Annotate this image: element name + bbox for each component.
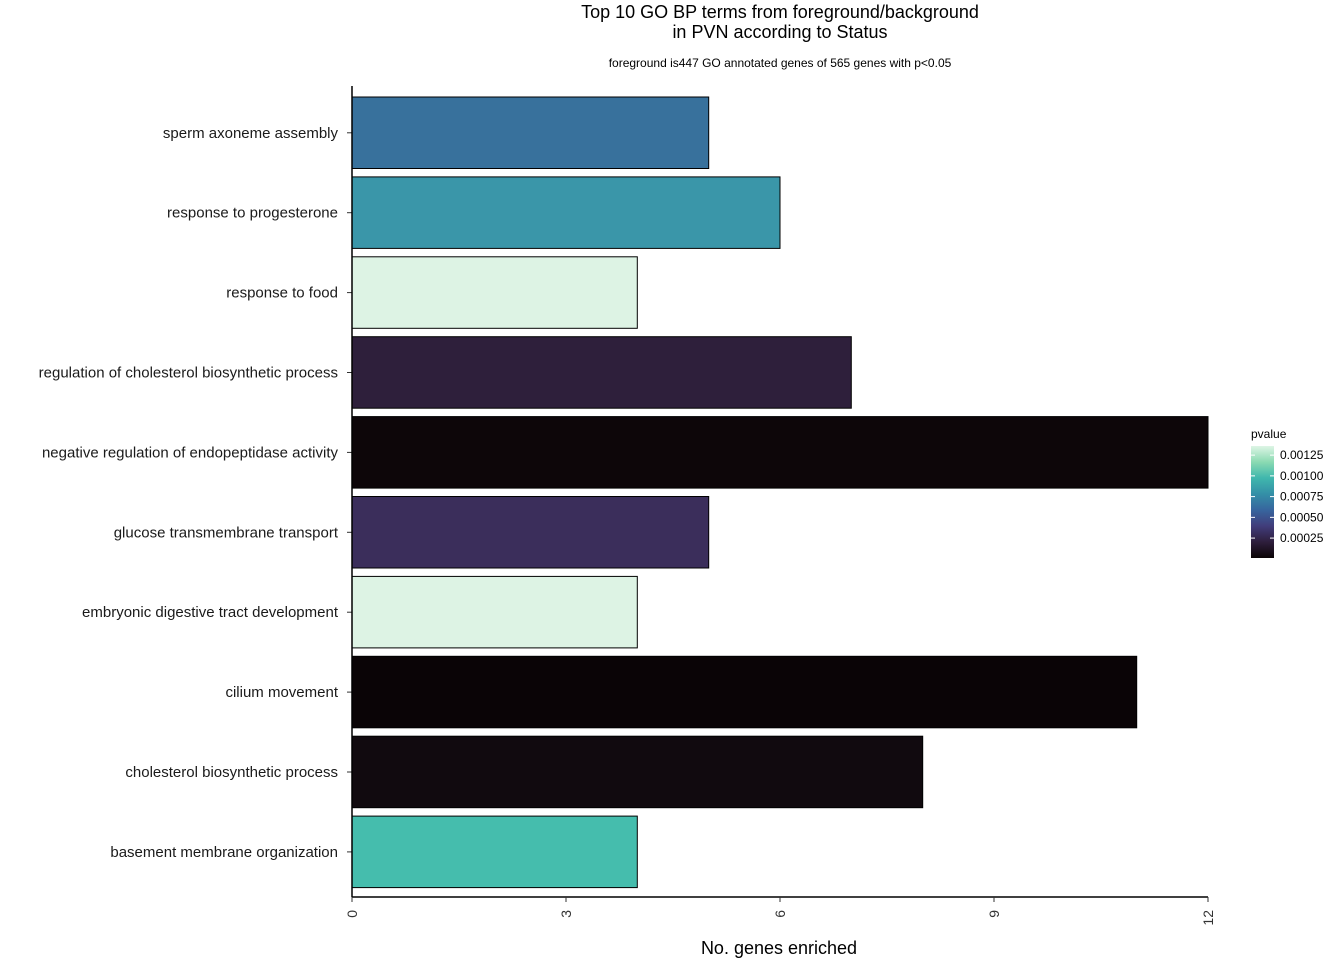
bar-8	[351, 655, 1138, 729]
x-tick-label: 6	[772, 910, 788, 918]
x-tick-label: 9	[986, 910, 1002, 918]
category-label: negative regulation of endopeptidase act…	[42, 444, 339, 461]
legend-label: 0.00025	[1280, 531, 1324, 545]
x-tick-label: 0	[344, 910, 360, 918]
x-tick-label: 3	[558, 910, 574, 918]
category-label: response to food	[226, 285, 338, 302]
legend-label: 0.00125	[1280, 448, 1324, 462]
bar-4	[351, 336, 852, 409]
category-label: embryonic digestive tract development	[82, 604, 339, 621]
legend-label: 0.00075	[1280, 490, 1324, 504]
chart-subtitle: foreground is447 GO annotated genes of 5…	[608, 56, 952, 70]
category-labels: sperm axoneme assembly response to proges…	[39, 125, 339, 861]
bars-group	[351, 96, 1209, 889]
bar-3	[351, 256, 638, 329]
category-label: response to progesterone	[167, 205, 338, 222]
category-label: cilium movement	[225, 684, 338, 701]
category-label: basement membrane organization	[110, 844, 338, 861]
bar-7	[351, 575, 638, 649]
bar-6	[351, 496, 710, 569]
legend-label: 0.00100	[1280, 469, 1324, 483]
chart-title-line-1: Top 10 GO BP terms from foreground/backg…	[581, 2, 979, 22]
category-label: regulation of cholesterol biosynthetic p…	[39, 365, 338, 382]
category-label: cholesterol biosynthetic process	[125, 764, 338, 781]
bar-5	[351, 416, 1209, 489]
bar-1	[351, 96, 710, 169]
axes: 0 3 6 9 12	[344, 86, 1216, 926]
legend-label: 0.00050	[1280, 510, 1324, 524]
x-axis-title: No. genes enriched	[701, 938, 857, 958]
color-legend: pvalue 0.00125 0.00100 0.00075 0.00050 0.000…	[1251, 427, 1324, 558]
chart-title-line-2: in PVN according to Status	[672, 22, 888, 42]
bar-10	[351, 815, 638, 889]
category-label: sperm axoneme assembly	[163, 125, 339, 142]
category-label: glucose transmembrane transport	[114, 524, 339, 541]
legend-title: pvalue	[1251, 427, 1287, 441]
legend-gradient-bar	[1251, 446, 1274, 558]
bar-2	[351, 176, 781, 249]
x-tick-label: 12	[1200, 910, 1216, 926]
bar-9	[351, 735, 924, 809]
